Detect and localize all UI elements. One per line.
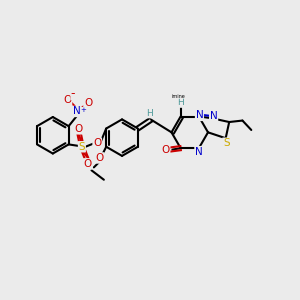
- Text: S: S: [223, 138, 230, 148]
- Text: N: N: [195, 147, 203, 157]
- Text: O: O: [84, 159, 92, 169]
- Text: O: O: [93, 138, 101, 148]
- Text: N: N: [210, 111, 218, 121]
- Text: -: -: [70, 87, 75, 100]
- Text: imine: imine: [171, 94, 185, 99]
- Text: N: N: [196, 110, 203, 120]
- Text: O: O: [63, 95, 72, 105]
- Text: H: H: [177, 98, 184, 107]
- Text: O: O: [84, 98, 92, 108]
- Text: +: +: [81, 107, 87, 113]
- Text: H: H: [146, 109, 153, 118]
- Text: O: O: [161, 145, 170, 154]
- Text: N: N: [73, 106, 81, 116]
- Text: O: O: [75, 124, 83, 134]
- Text: S: S: [79, 142, 85, 152]
- Text: O: O: [96, 153, 104, 163]
